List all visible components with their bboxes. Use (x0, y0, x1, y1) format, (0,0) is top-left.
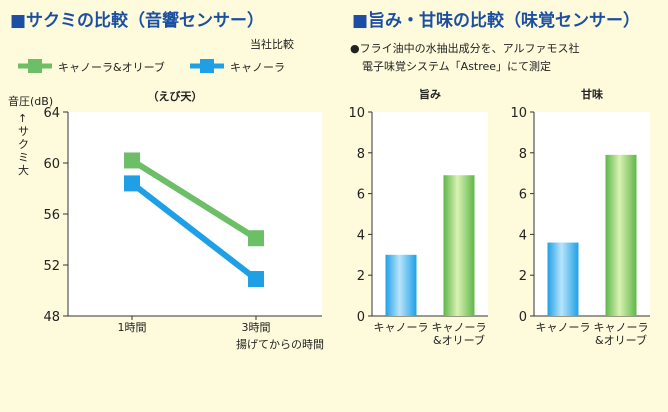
series-line-canola (130, 181, 258, 282)
sweetness-chart-y-tick-label: 8 (519, 147, 527, 162)
sweetness-chart-y-tick-label: 10 (510, 106, 527, 121)
umami-chart-bar-canola-olive (443, 175, 475, 316)
umami-chart-y-tick-label: 6 (357, 188, 365, 203)
umami-chart-y-tick-label: 8 (357, 147, 365, 162)
x-axis-label: 揚げてからの時間 (236, 338, 324, 351)
y-tick-label: 52 (43, 259, 60, 274)
left-chart-title: ■サクミの比較（音響センサー） (10, 11, 265, 31)
measurement-note-line1: ●フライ油中の水抽出成分を、アルファモス社 (350, 42, 580, 55)
umami-chart-title: 旨み (419, 87, 441, 101)
umami-chart-y-tick-label: 0 (357, 310, 365, 325)
y-axis-label: 音圧(dB) (8, 95, 54, 108)
umami-chart-category-label: キャノーラ (432, 321, 487, 334)
sweetness-chart-y-tick-label: 6 (519, 188, 527, 203)
sweetness-chart-category-label: キャノーラ (536, 321, 591, 334)
legend-label-canola-olive: キャノーラ&オリーブ (58, 61, 165, 74)
data-point-canola (248, 271, 264, 288)
sweetness-chart-title: 甘味 (581, 87, 603, 101)
measurement-note-line2: 電子味覚システム「Astree」にて測定 (362, 60, 552, 73)
sweetness-chart-category-label: &オリーブ (595, 333, 647, 347)
y-tick-label: 64 (43, 106, 60, 121)
legend-label-canola: キャノーラ (230, 61, 285, 74)
series-line-canola-olive (130, 157, 258, 241)
sweetness-chart-bar-canola-olive (605, 154, 637, 316)
line-plot-area (68, 112, 322, 316)
sweetness-chart-y-tick-label: 0 (519, 310, 527, 325)
sweetness-chart-bar-canola (547, 242, 579, 316)
y-axis-direction-note: ↑サクミ大 (18, 112, 29, 177)
data-point-canola (124, 175, 140, 192)
sweetness-chart-y-tick-label: 4 (519, 228, 527, 243)
sweetness-chart-category-label: キャノーラ (594, 321, 649, 334)
umami-chart-y-tick-label: 10 (348, 106, 365, 121)
x-tick-label: 1時間 (118, 321, 147, 334)
line-chart-title: （えび天） (148, 89, 203, 103)
data-point-canola-olive (124, 152, 140, 169)
x-tick-label: 3時間 (242, 321, 271, 334)
y-tick-label: 48 (43, 310, 60, 325)
right-chart-title: ■旨み・甘味の比較（味覚センサー） (352, 11, 641, 31)
y-tick-label: 60 (43, 157, 60, 172)
data-point-canola-olive (248, 230, 264, 247)
umami-chart-category-label: キャノーラ (374, 321, 429, 334)
umami-chart-bar-canola (385, 254, 417, 316)
comparison-note: 当社比較 (250, 38, 294, 51)
y-tick-label: 56 (43, 208, 60, 223)
umami-chart-y-tick-label: 4 (357, 228, 365, 243)
umami-chart-y-tick-label: 2 (357, 269, 365, 284)
sweetness-chart-y-tick-label: 2 (519, 269, 527, 284)
umami-chart-category-label: &オリーブ (433, 333, 485, 347)
